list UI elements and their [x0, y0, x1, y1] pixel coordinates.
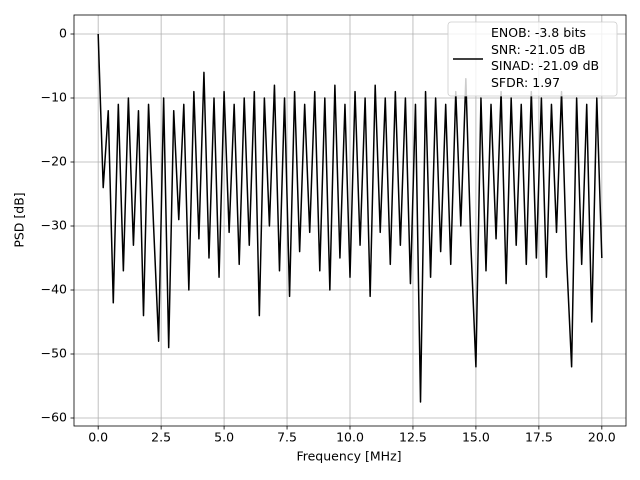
legend-box — [447, 21, 618, 97]
y-tick-label: −10 — [41, 90, 67, 105]
x-tick-label: 7.5 — [277, 430, 297, 445]
plot-frame — [73, 14, 627, 427]
y-tick-label: −60 — [41, 410, 67, 425]
x-tick-label: 12.5 — [399, 430, 427, 445]
legend-entry: ENOB: -3.8 bits SNR: -21.05 dB SINAD: -2… — [491, 25, 600, 90]
y-tick-label: −20 — [41, 154, 67, 169]
y-tick-label: 0 — [59, 26, 67, 41]
x-tick-label: 17.5 — [525, 430, 553, 445]
x-axis-label: Frequency [MHz] — [296, 449, 401, 464]
x-tick-label: 20.0 — [588, 430, 616, 445]
y-tick-label: −30 — [41, 218, 67, 233]
y-tick-label: −50 — [41, 346, 67, 361]
y-axis-label: PSD [dB] — [12, 192, 27, 247]
x-tick-label: 5.0 — [214, 430, 234, 445]
y-tick-label: −40 — [41, 282, 67, 297]
x-tick-label: 15.0 — [462, 430, 490, 445]
x-tick-label: 10.0 — [336, 430, 364, 445]
psd-line — [97, 33, 603, 403]
x-tick-label: 2.5 — [151, 430, 171, 445]
x-tick-label: 0.0 — [88, 430, 108, 445]
